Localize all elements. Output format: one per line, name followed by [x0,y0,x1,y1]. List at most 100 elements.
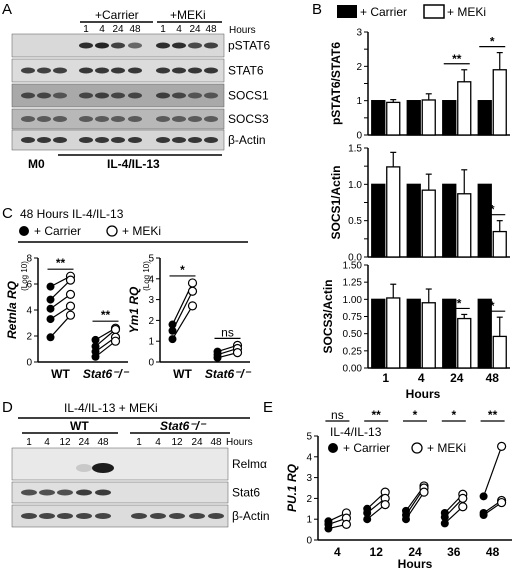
legend-label-carrier: + Carrier [34,224,81,238]
point-carrier [213,353,222,362]
blot-strip [11,481,229,504]
band-label: Stat6 [232,486,260,500]
blot-band [204,137,218,143]
blot-band [204,92,218,99]
x-category-label: 24 [450,371,464,385]
point-meki [341,519,351,530]
lane-label: 4 [155,437,161,448]
y-tick-label: 1 [306,515,312,526]
significance-label: ** [372,408,382,422]
y-tick-label: 6 [26,280,32,291]
legend-dot-carrier [19,226,29,236]
blot-band [39,513,55,519]
point-meki [458,493,468,503]
y-tick-label: 1 [356,96,362,107]
panel-letter-c: C [2,205,13,222]
y-tick-label: 2 [26,332,32,343]
band-label: Relmα [232,457,267,471]
panel-c-title: 48 Hours IL-4/IL-13 [20,207,124,221]
pair-line [171,305,194,340]
blot-band [128,92,142,99]
bar [492,69,507,136]
point-carrier [46,333,55,342]
lane-label: 1 [136,437,142,448]
y-tick-label: 0 [148,358,154,369]
x-axis-label: Hours [398,557,433,570]
legend-dot-carrier [328,443,338,453]
lane-label: 48 [205,24,217,35]
legend-label-carrier: + Carrier [343,441,390,455]
significance-label: ns [331,408,344,422]
blot-band [57,489,73,496]
y-axis-label: Retnla RQ [5,280,19,339]
y-tick-label: 8 [26,254,32,265]
blot-band [111,116,125,122]
y-tick-label: 2 [306,494,312,505]
point-carrier [46,295,55,304]
blot-band [128,67,142,74]
blot-band [172,67,186,74]
point-meki [419,487,429,497]
blot-band [37,92,51,99]
y-tick-label: 3 [306,473,312,484]
bar [442,298,457,369]
blot-band [79,67,93,74]
panel-a: A +Carrier +MEKi 1 4 24 48 1 4 24 48 Hours pSTA… [2,1,271,171]
legend-label-meki: + MEKi [122,224,161,238]
blot-band [208,513,224,519]
point-carrier [402,515,410,524]
blot-band [79,116,93,122]
blot-band [111,92,125,99]
y-tick-label: 0.00 [343,364,363,375]
point-carrier [363,508,372,517]
y-axis-note: (Log 10) [142,261,151,291]
point-carrier [91,335,100,344]
hours-label: Hours [229,25,256,36]
blot-band [76,513,92,519]
x-category-label: 4 [418,371,425,385]
blot-strips [11,447,229,528]
bar [421,189,436,258]
blot-band [79,137,93,143]
point-meki [232,348,243,358]
x-category-labels: 1 4 24 48 [382,371,499,385]
panel-letter-b: B [312,1,322,18]
blot-band [21,67,35,74]
x-category-label: 36 [447,545,461,559]
band-label: pSTAT6 [228,39,271,53]
bar [457,193,472,258]
point-meki [380,500,390,510]
legend-swatch-carrier [337,5,357,18]
blot-band [95,67,109,74]
x-category-label: 12 [370,545,384,559]
lane-label: 1 [160,24,166,35]
blot-band [95,137,109,143]
x-category-label: 1 [382,371,389,385]
band-label: SOCS3 [228,112,269,126]
point-meki [187,278,198,288]
blot-band [156,116,170,122]
x-category-label: WT [173,367,192,381]
point-meki [497,497,507,508]
lane-label: 4 [44,437,50,448]
band-label: β-Actin [228,133,266,147]
significance-label: * [490,203,495,217]
significance-label: ** [56,256,66,270]
y-axis-label: SOCS1/Actin [329,165,343,239]
blot-band [57,513,73,519]
blot-band [21,116,35,122]
y-tick-label: 0.0 [348,253,362,264]
blot-strip [11,504,229,528]
significance-label: ** [452,52,462,66]
blot-band [95,42,109,49]
point-carrier [479,492,488,501]
blot-band [39,489,55,496]
y-tick-label: 0.25 [343,346,363,357]
lane-label: 24 [78,437,90,448]
lane-label: 48 [97,437,109,448]
y-tick-label: 0.50 [343,329,363,340]
blot-band [204,42,218,49]
bar [406,298,421,369]
lane-label: 4 [176,24,182,35]
